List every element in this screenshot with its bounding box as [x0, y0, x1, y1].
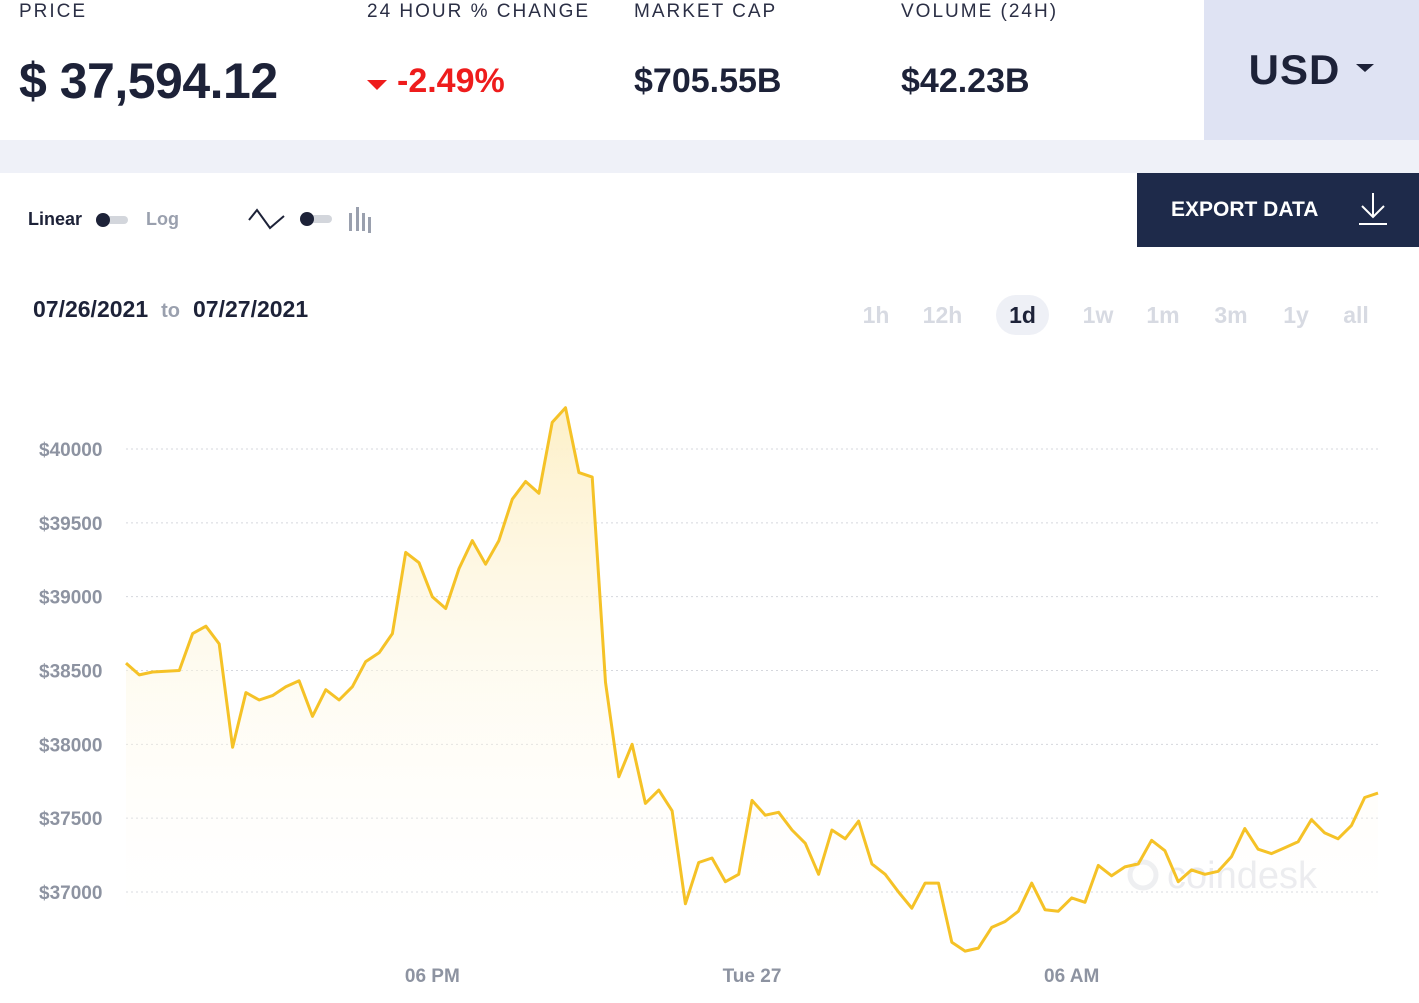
price-chart[interactable]: $40000 $39500 $39000 $38500 $38000 $37500 $370… [0, 340, 1419, 1003]
scale-linear-label[interactable]: Linear [28, 209, 83, 229]
chart-type-toggle [248, 205, 372, 233]
scale-toggle: Linear Log [28, 209, 179, 230]
date-to-word: to [161, 300, 181, 322]
x-axis-labels: 06 PM Tue 27 06 AM [405, 966, 1099, 987]
download-icon [1359, 193, 1387, 225]
market-cap-value: $705.55B [634, 62, 782, 100]
divider-band [0, 140, 1419, 173]
change-value-wrap: -2.49% [367, 62, 505, 101]
y-tick-label: $39000 [39, 588, 102, 609]
price-value: $ 37,594.12 [19, 53, 278, 109]
currency-dropdown[interactable]: USD [1204, 0, 1419, 140]
scale-log-label[interactable]: Log [146, 209, 180, 229]
tab-1d[interactable]: 1d [996, 295, 1049, 335]
date-to[interactable]: 07/27/2021 [193, 296, 309, 322]
tab-1h[interactable]: 1h [862, 302, 890, 328]
change-label: 24 HOUR % CHANGE [367, 1, 591, 22]
switch-knob [300, 212, 314, 226]
price-label: PRICE [19, 1, 88, 22]
switch-knob [96, 212, 111, 227]
y-tick-label: $38500 [39, 662, 102, 683]
y-tick-label: $37000 [39, 883, 102, 904]
y-tick-label: $38000 [39, 735, 102, 756]
volume-value: $42.23B [901, 62, 1030, 100]
y-tick-label: $39500 [39, 514, 102, 535]
x-tick-label: Tue 27 [723, 966, 782, 987]
tab-1y[interactable]: 1y [1283, 302, 1309, 328]
market-cap-label: MARKET CAP [634, 1, 778, 22]
price-area [126, 407, 1378, 952]
tab-1w[interactable]: 1w [1082, 302, 1114, 328]
y-tick-label: $37500 [39, 809, 102, 830]
caret-down-icon [1356, 64, 1375, 72]
stat-volume: VOLUME (24H) $42.23B [901, 0, 1059, 100]
y-tick-label: $40000 [39, 440, 102, 461]
y-axis-labels: $40000 $39500 $39000 $38500 $38000 $37500 $370… [39, 440, 102, 904]
down-arrow-icon [367, 79, 387, 90]
change-value: -2.49% [397, 62, 505, 100]
bar-chart-icon[interactable] [348, 205, 372, 233]
export-data-label: EXPORT DATA [1171, 198, 1319, 221]
tab-3m[interactable]: 3m [1214, 302, 1248, 328]
chart-type-switch[interactable] [300, 212, 332, 226]
scale-switch[interactable] [96, 212, 129, 227]
stat-price: PRICE $ 37,594.12 [19, 0, 278, 109]
line-chart-icon[interactable] [248, 206, 286, 232]
stats-bar: PRICE $ 37,594.12 24 HOUR % CHANGE -2.49… [0, 0, 1419, 140]
stat-change: 24 HOUR % CHANGE -2.49% [367, 0, 591, 100]
tab-12h[interactable]: 12h [922, 302, 963, 328]
export-data-button[interactable]: EXPORT DATA [1137, 173, 1419, 247]
currency-code: USD [1248, 46, 1341, 93]
volume-label: VOLUME (24H) [901, 1, 1059, 22]
price-line [125, 406, 1379, 953]
x-tick-label: 06 AM [1044, 966, 1099, 987]
tab-all[interactable]: all [1343, 302, 1369, 328]
stat-market-cap: MARKET CAP $705.55B [634, 0, 781, 100]
tab-1m[interactable]: 1m [1146, 302, 1180, 328]
x-tick-label: 06 PM [405, 966, 460, 987]
date-from[interactable]: 07/26/2021 [33, 296, 149, 322]
date-range: 07/26/2021 to 07/27/2021 [33, 296, 308, 323]
